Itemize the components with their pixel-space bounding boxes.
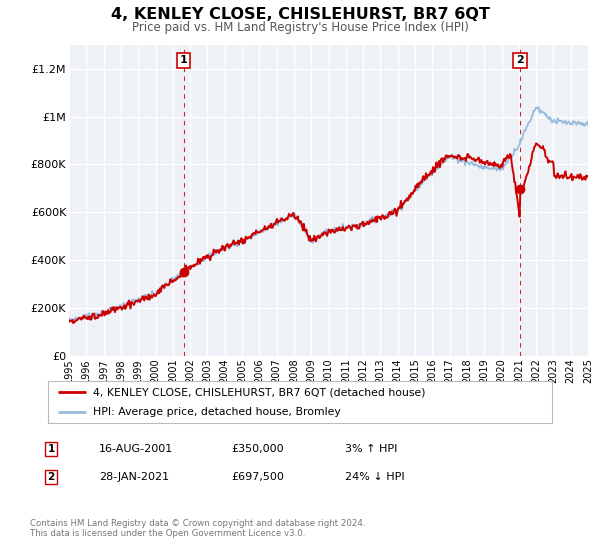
Text: Contains HM Land Registry data © Crown copyright and database right 2024.: Contains HM Land Registry data © Crown c… bbox=[30, 519, 365, 528]
Text: 28-JAN-2021: 28-JAN-2021 bbox=[99, 472, 169, 482]
Text: £697,500: £697,500 bbox=[231, 472, 284, 482]
Text: 16-AUG-2001: 16-AUG-2001 bbox=[99, 444, 173, 454]
Text: 1: 1 bbox=[179, 55, 187, 66]
Text: Price paid vs. HM Land Registry's House Price Index (HPI): Price paid vs. HM Land Registry's House … bbox=[131, 21, 469, 34]
Text: 1: 1 bbox=[47, 444, 55, 454]
Text: This data is licensed under the Open Government Licence v3.0.: This data is licensed under the Open Gov… bbox=[30, 529, 305, 538]
Text: £350,000: £350,000 bbox=[231, 444, 284, 454]
Text: 4, KENLEY CLOSE, CHISLEHURST, BR7 6QT (detached house): 4, KENLEY CLOSE, CHISLEHURST, BR7 6QT (d… bbox=[94, 387, 426, 397]
Text: 3% ↑ HPI: 3% ↑ HPI bbox=[345, 444, 397, 454]
Text: HPI: Average price, detached house, Bromley: HPI: Average price, detached house, Brom… bbox=[94, 407, 341, 417]
Text: 4, KENLEY CLOSE, CHISLEHURST, BR7 6QT: 4, KENLEY CLOSE, CHISLEHURST, BR7 6QT bbox=[110, 7, 490, 22]
Text: 2: 2 bbox=[516, 55, 524, 66]
Text: 24% ↓ HPI: 24% ↓ HPI bbox=[345, 472, 404, 482]
Text: 2: 2 bbox=[47, 472, 55, 482]
